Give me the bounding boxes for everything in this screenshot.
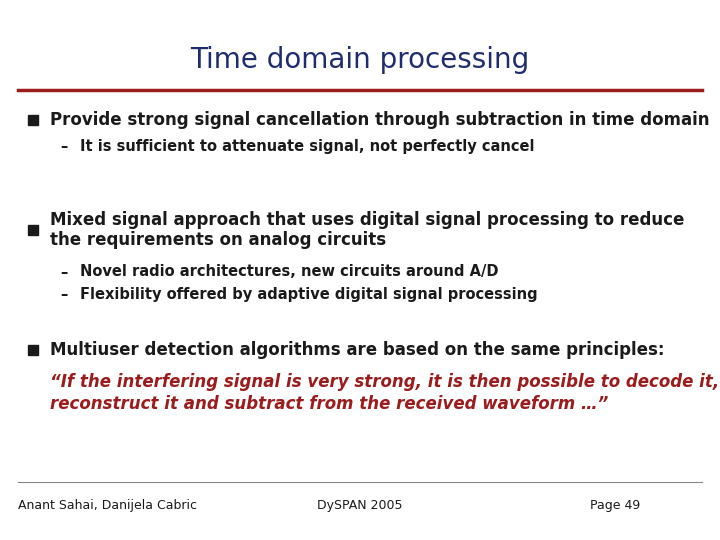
Text: –: – [60, 265, 67, 280]
Bar [28, 115, 38, 125]
Text: the requirements on analog circuits: the requirements on analog circuits [50, 231, 386, 249]
Text: reconstruct it and subtract from the received waveform …”: reconstruct it and subtract from the rec… [50, 395, 608, 413]
Text: Page 49: Page 49 [590, 498, 640, 511]
Text: Provide strong signal cancellation through subtraction in time domain: Provide strong signal cancellation throu… [50, 111, 709, 129]
Bar [28, 225, 38, 235]
Text: DySPAN 2005: DySPAN 2005 [318, 498, 402, 511]
Text: Novel radio architectures, new circuits around A/D: Novel radio architectures, new circuits … [80, 265, 498, 280]
Text: –: – [60, 287, 67, 302]
Text: “If the interfering signal is very strong, it is then possible to decode it,: “If the interfering signal is very stron… [50, 373, 719, 391]
Text: Multiuser detection algorithms are based on the same principles:: Multiuser detection algorithms are based… [50, 341, 665, 359]
Text: It is sufficient to attenuate signal, not perfectly cancel: It is sufficient to attenuate signal, no… [80, 139, 534, 154]
Bar [28, 345, 38, 355]
Text: Anant Sahai, Danijela Cabric: Anant Sahai, Danijela Cabric [18, 498, 197, 511]
Text: Flexibility offered by adaptive digital signal processing: Flexibility offered by adaptive digital … [80, 287, 538, 302]
Text: Time domain processing: Time domain processing [190, 46, 530, 74]
Text: –: – [60, 139, 67, 154]
Text: Mixed signal approach that uses digital signal processing to reduce: Mixed signal approach that uses digital … [50, 211, 685, 229]
